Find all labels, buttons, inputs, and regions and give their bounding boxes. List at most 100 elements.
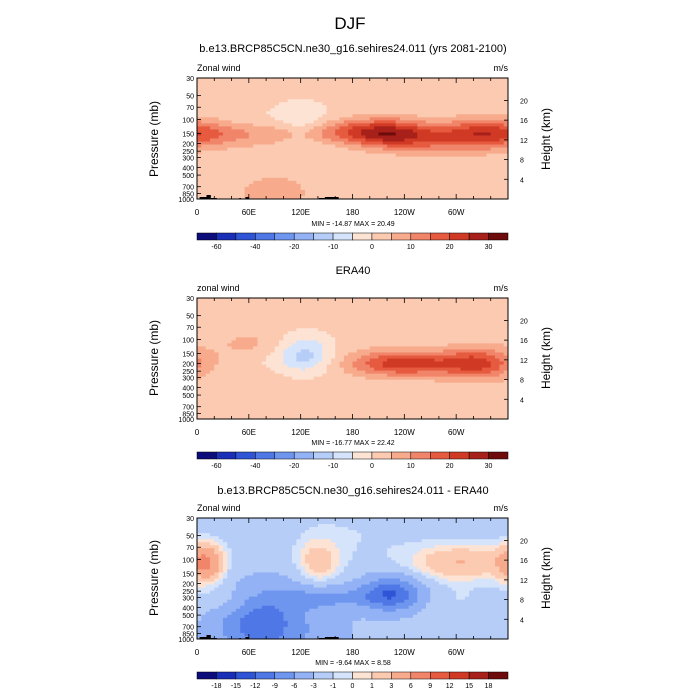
field-cell: [292, 177, 297, 182]
field-cell: [378, 138, 384, 142]
field-cell: [464, 159, 470, 164]
field-cell: [404, 334, 410, 338]
field-cell: [300, 319, 306, 323]
field-cell: [244, 108, 250, 112]
field-cell: [430, 108, 435, 112]
field-cell: [486, 162, 492, 167]
field-cell: [482, 126, 487, 130]
field-cell: [356, 328, 362, 332]
field-cell: [304, 340, 310, 344]
field-cell: [197, 135, 202, 139]
field-cell: [408, 358, 414, 362]
field-cell: [283, 132, 289, 136]
field-cell: [231, 180, 237, 185]
field-cell: [296, 177, 302, 182]
field-cell: [214, 168, 219, 173]
field-cell: [451, 138, 457, 142]
field-cell: [464, 156, 470, 161]
field-cell: [248, 150, 254, 155]
field-cell: [404, 370, 410, 375]
field-cell: [374, 373, 379, 378]
field-cell: [296, 78, 302, 82]
field-cell: [374, 147, 379, 151]
field-cell: [473, 150, 479, 155]
field-cell: [339, 153, 345, 158]
field-cell: [287, 156, 293, 161]
field-cell: [356, 141, 362, 145]
field-cell: [317, 316, 323, 320]
field-cell: [477, 349, 483, 353]
field-cell: [214, 132, 219, 136]
field-cell: [434, 171, 440, 176]
field-cell: [317, 343, 323, 347]
field-cell: [296, 150, 302, 155]
field-cell: [356, 114, 362, 118]
field-cell: [469, 90, 474, 94]
field-cell: [274, 99, 280, 103]
field-cell: [244, 114, 250, 118]
field-cell: [261, 337, 267, 341]
field-cell: [443, 108, 448, 112]
field-cell: [404, 111, 410, 115]
field-cell: [387, 189, 392, 194]
field-cell: [412, 325, 418, 329]
field-cell: [240, 298, 245, 302]
field-cell: [339, 126, 345, 130]
field-cell: [451, 343, 457, 347]
field-cell: [391, 162, 397, 167]
field-cell: [335, 325, 340, 329]
field-cell: [343, 343, 349, 347]
field-cell: [425, 147, 431, 151]
field-cell: [317, 114, 323, 118]
field-cell: [374, 361, 379, 365]
field-cell: [214, 322, 219, 326]
field-cell: [231, 150, 237, 155]
field-cell: [279, 183, 284, 188]
field-cell: [395, 331, 401, 335]
field-cell: [438, 319, 444, 323]
field-cell: [283, 183, 289, 188]
field-cell: [421, 361, 427, 365]
field-cell: [425, 93, 431, 97]
field-cell: [486, 138, 492, 142]
field-cell: [374, 186, 379, 191]
field-cell: [477, 370, 483, 375]
field-cell: [326, 189, 332, 194]
field-cell: [378, 117, 384, 121]
field-cell: [421, 180, 427, 185]
field-cell: [309, 352, 315, 356]
field-cell: [300, 340, 306, 344]
topography-block: [206, 195, 211, 199]
field-cell: [387, 102, 392, 106]
field-cell: [490, 108, 496, 112]
field-cell: [300, 159, 306, 164]
field-cell: [231, 325, 237, 329]
field-cell: [387, 141, 392, 145]
field-cell: [456, 337, 461, 341]
field-cell: [283, 168, 289, 173]
field-cell: [495, 96, 500, 100]
field-cell: [209, 84, 215, 88]
field-cell: [447, 93, 453, 97]
field-cell: [274, 352, 280, 356]
field-cell: [374, 129, 379, 133]
field-cell: [477, 165, 483, 170]
field-cell: [486, 132, 492, 136]
field-cell: [464, 165, 470, 170]
field-cell: [313, 373, 319, 378]
field-cell: [322, 186, 327, 191]
field-cell: [469, 165, 474, 170]
field-cell: [434, 108, 440, 112]
field-cell: [356, 108, 362, 112]
field-cell: [469, 171, 474, 176]
field-cell: [240, 159, 245, 164]
field-cell: [495, 340, 500, 344]
field-cell: [326, 307, 332, 311]
field-cell: [374, 307, 379, 311]
field-cell: [430, 304, 435, 308]
field-cell: [482, 334, 487, 338]
field-cell: [486, 87, 492, 91]
field-cell: [425, 304, 431, 308]
field-cell: [261, 376, 267, 381]
field-cell: [400, 304, 405, 308]
